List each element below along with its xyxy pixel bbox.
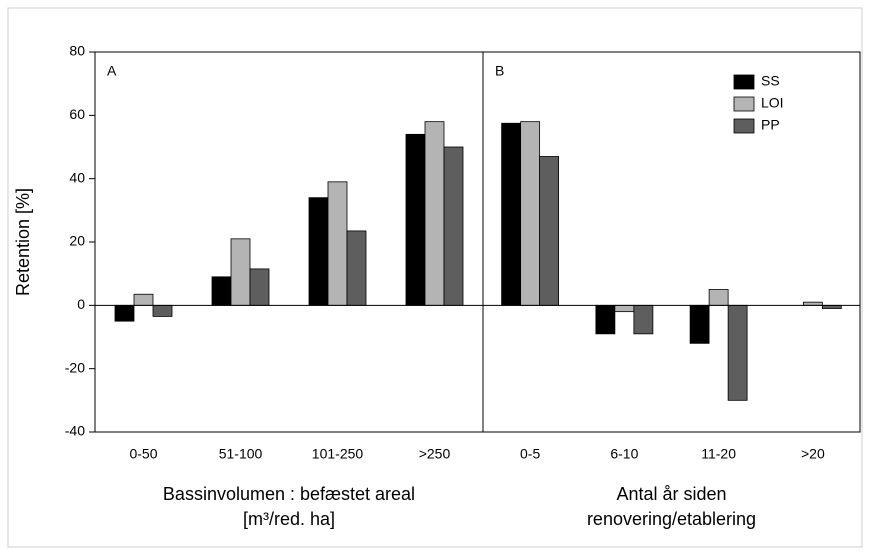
legend-swatch [733, 96, 755, 112]
bar [595, 304, 616, 335]
x-tick-label: 11-20 [701, 446, 736, 462]
bar [211, 276, 232, 306]
frame [7, 7, 863, 548]
bar [539, 156, 560, 306]
legend-label: SS [761, 73, 780, 89]
x-axis-title: Bassinvolumen : befæstet areal [163, 484, 415, 504]
bar [614, 304, 635, 313]
panel-label: B [495, 63, 504, 79]
y-tick-label: 40 [69, 169, 85, 185]
x-tick-label: 101-250 [312, 446, 364, 462]
y-tick-label: 60 [69, 106, 85, 122]
x-tick-label: >250 [419, 446, 451, 462]
legend-swatch [733, 74, 755, 90]
bar [133, 293, 154, 306]
y-tick-label: 20 [69, 233, 85, 249]
x-tick-label: 0-50 [129, 446, 157, 462]
legend-label: PP [761, 117, 780, 133]
bar [443, 146, 464, 306]
bar [230, 238, 251, 306]
bar [501, 122, 522, 306]
bar [114, 304, 135, 322]
x-axis-title: renovering/etablering [587, 509, 756, 529]
bar [689, 304, 710, 344]
bar [424, 121, 445, 306]
x-axis-title: Antal år siden [616, 484, 726, 504]
bar [520, 121, 541, 306]
bar [308, 197, 329, 306]
x-tick-label: >20 [801, 446, 825, 462]
y-tick-label: 80 [69, 43, 85, 59]
bar [633, 304, 654, 335]
bar [327, 181, 348, 306]
y-tick-label: 0 [77, 296, 85, 312]
bar [708, 289, 729, 306]
legend-swatch [733, 118, 755, 134]
x-axis-title: [m³/red. ha] [243, 509, 335, 529]
y-tick-label: -20 [65, 359, 85, 375]
x-tick-label: 51-100 [219, 446, 263, 462]
bar [727, 304, 748, 401]
x-tick-label: 6-10 [610, 446, 638, 462]
plot-frame [482, 51, 861, 433]
y-axis-title: Retention [%] [13, 188, 33, 296]
bar [346, 230, 367, 306]
legend-label: LOI [761, 95, 784, 111]
bar [152, 304, 173, 317]
x-tick-label: 0-5 [520, 446, 540, 462]
panel-label: A [107, 63, 117, 79]
bar [405, 133, 426, 306]
y-tick-label: -40 [65, 423, 85, 439]
bar [249, 268, 270, 306]
